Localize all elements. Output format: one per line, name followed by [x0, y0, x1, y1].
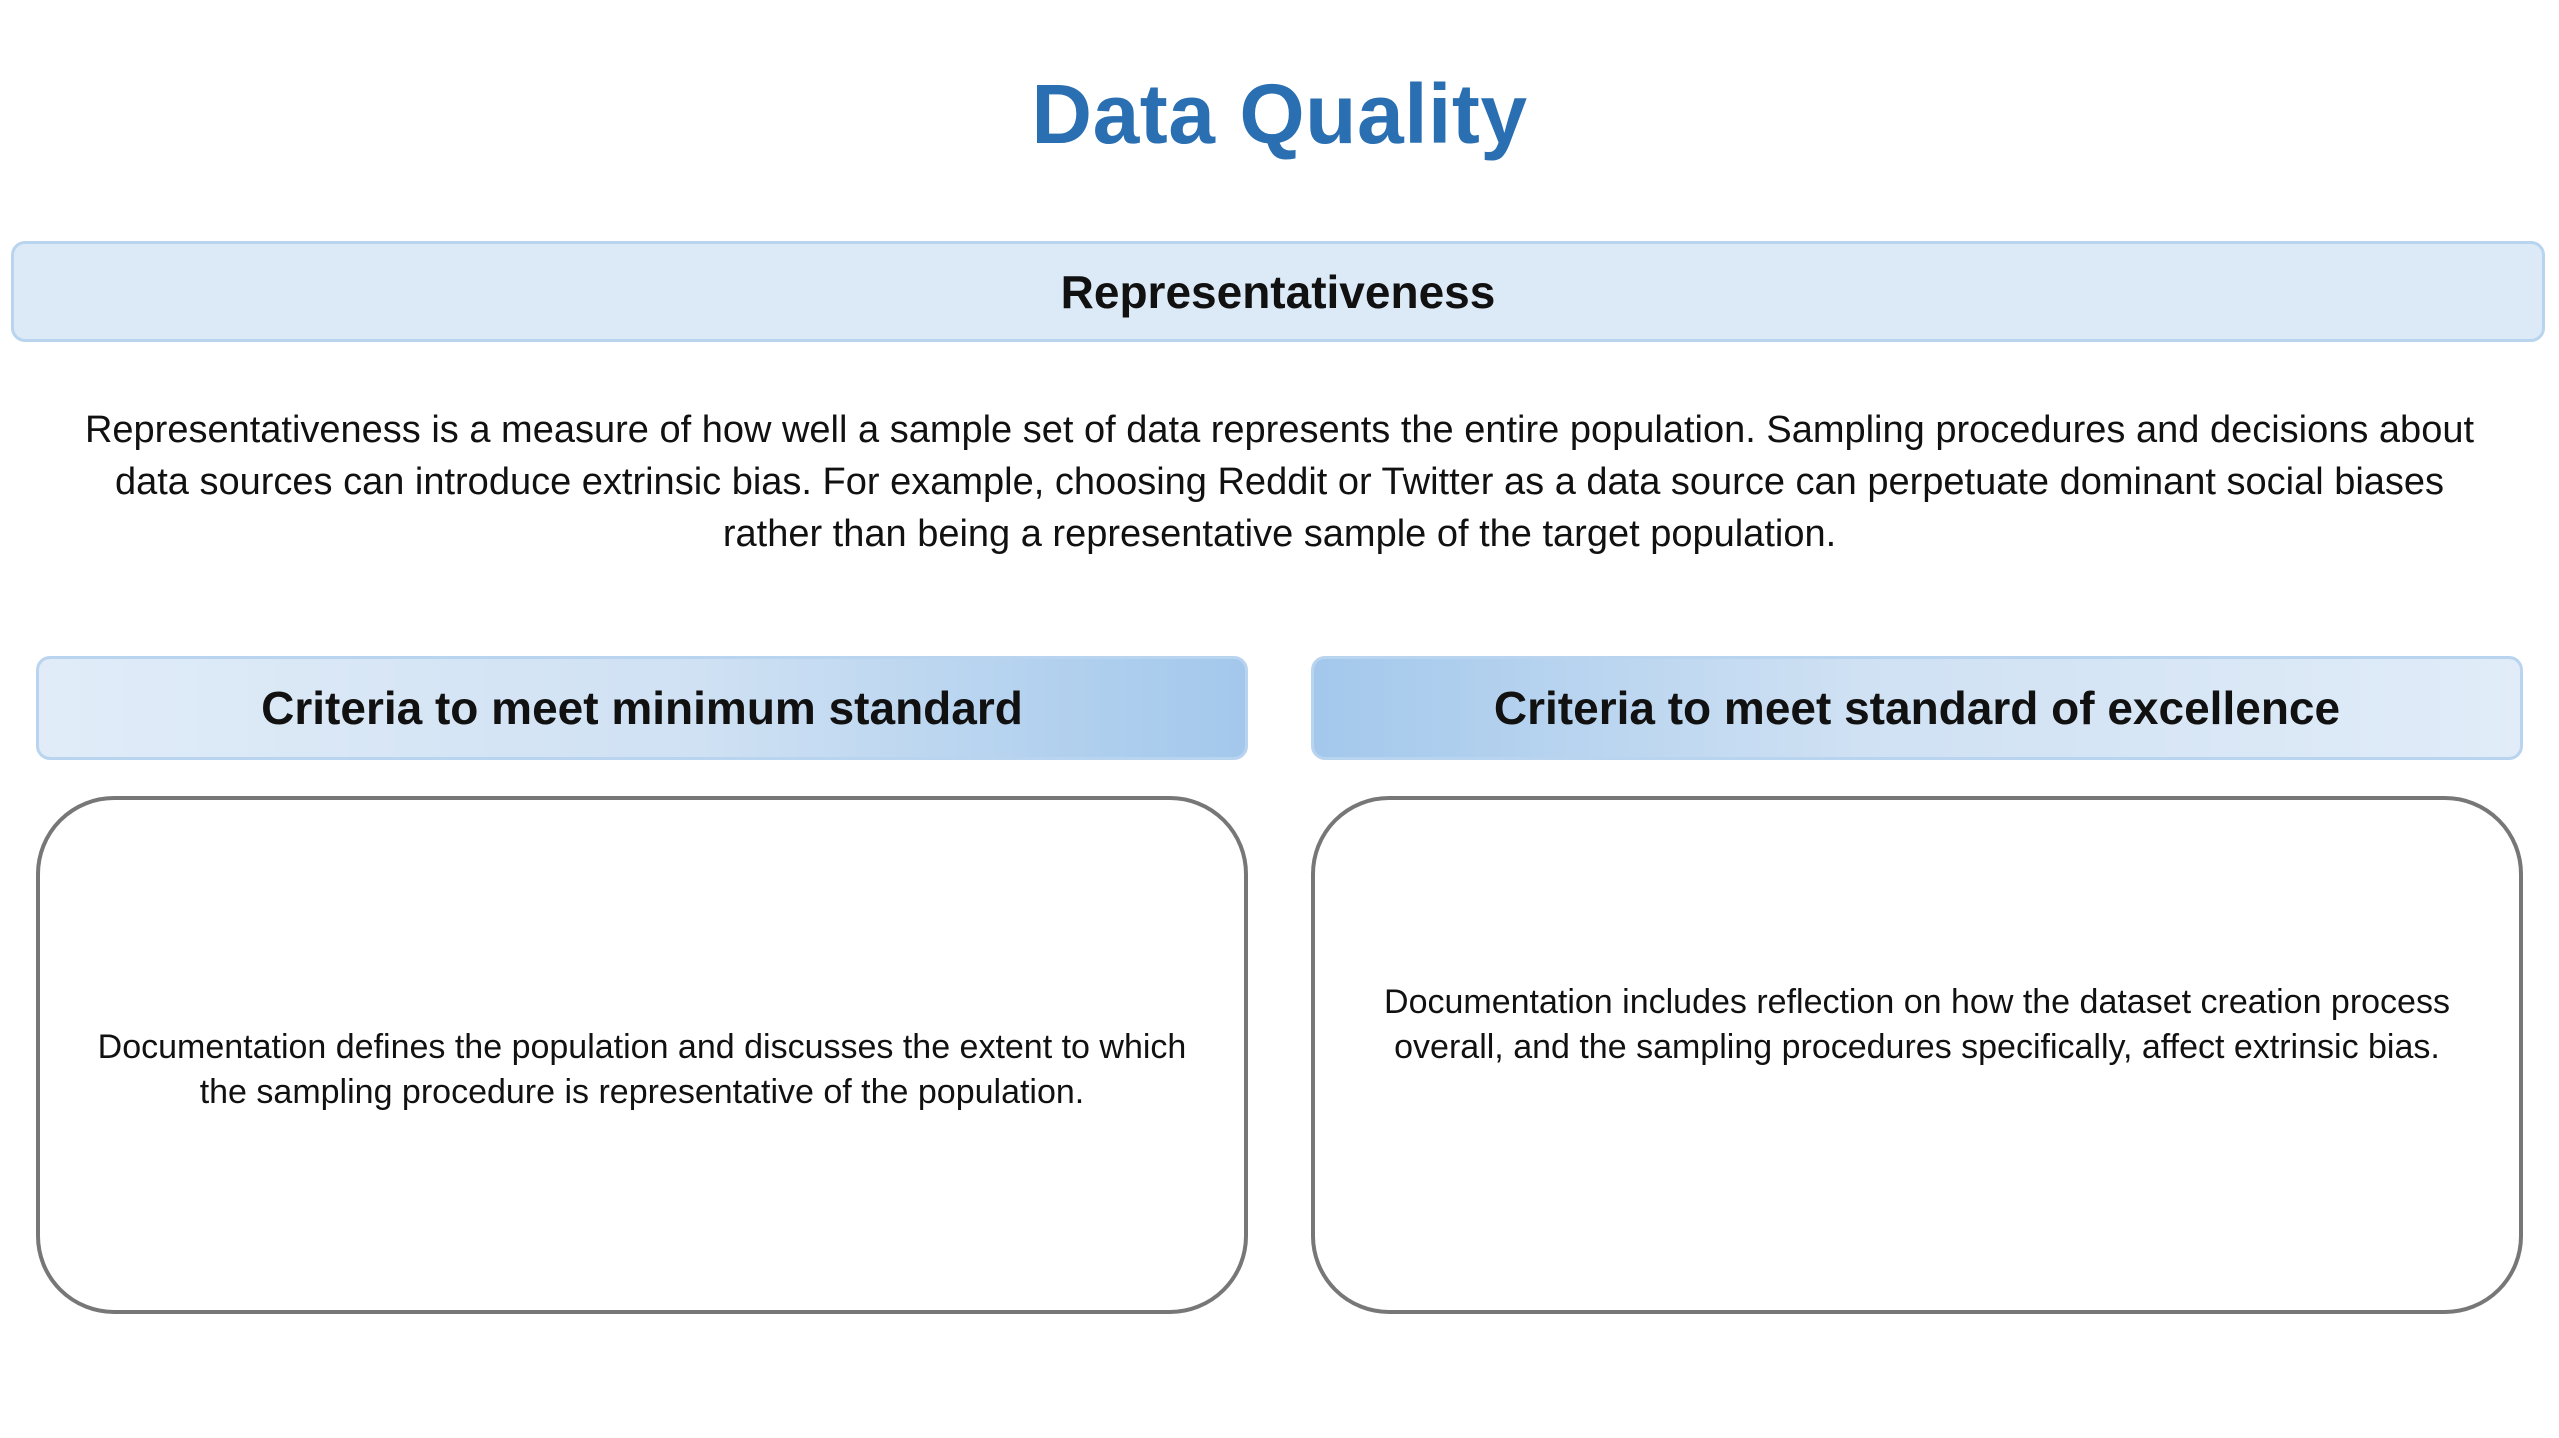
minimum-criteria-text: Documentation defines the population and… — [58, 1025, 1227, 1115]
section-banner: Representativeness — [11, 241, 2545, 342]
minimum-criteria-title: Criteria to meet minimum standard — [261, 682, 1023, 734]
excellence-criteria-header: Criteria to meet standard of excellence — [1311, 656, 2523, 760]
section-description: Representativeness is a measure of how w… — [40, 404, 2519, 560]
minimum-criteria-box: Documentation defines the population and… — [36, 796, 1248, 1314]
minimum-criteria-header: Criteria to meet minimum standard — [36, 656, 1248, 760]
excellence-criteria-text: Documentation includes reflection on how… — [1344, 980, 2490, 1070]
section-title: Representativeness — [1060, 265, 1496, 318]
description-line: data sources can introduce extrinsic bia… — [114, 461, 2445, 503]
excellence-criteria-line: Documentation includes reflection on how… — [1384, 983, 2450, 1021]
description-line: Representativeness is a measure of how w… — [84, 409, 2475, 451]
minimum-criteria-line: the sampling procedure is representative… — [199, 1073, 1085, 1111]
excellence-criteria-line: overall, and the sampling procedures spe… — [1394, 1028, 2440, 1066]
excellence-criteria-title: Criteria to meet standard of excellence — [1493, 682, 2341, 734]
description-line: rather than being a representative sampl… — [722, 513, 1837, 555]
excellence-criteria-box: Documentation includes reflection on how… — [1311, 796, 2523, 1314]
page-title: Data Quality — [1031, 67, 1528, 161]
minimum-criteria-line: Documentation defines the population and… — [97, 1028, 1187, 1066]
